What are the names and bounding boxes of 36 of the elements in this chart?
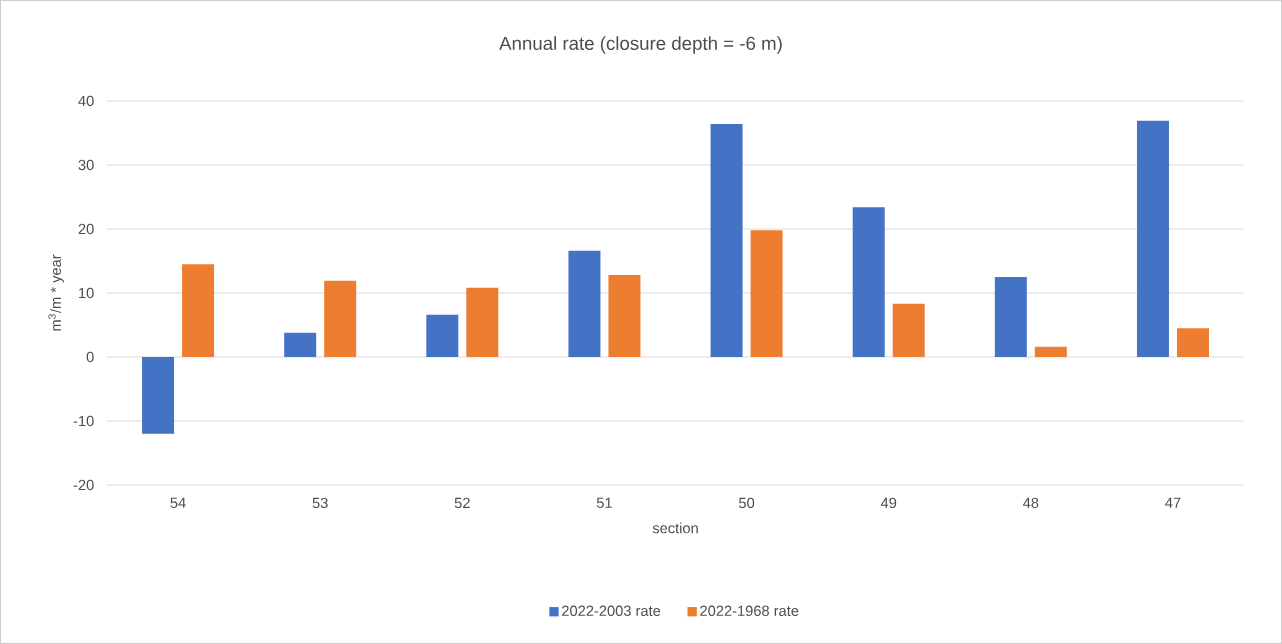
y-tick-label: -20 [73, 479, 94, 491]
bar [1136, 120, 1169, 357]
legend-label: 2022-2003 rate [562, 605, 661, 616]
bar [426, 314, 459, 357]
bar [710, 124, 743, 357]
bar [608, 275, 641, 357]
x-tick-label: 51 [596, 497, 612, 508]
x-tick-label: 49 [880, 497, 897, 509]
chart-title: Annual rate (closure depth = -6 m) [499, 36, 782, 54]
x-tick-label: 48 [1023, 497, 1039, 509]
x-tick-label: 53 [312, 497, 328, 509]
bar [994, 277, 1027, 357]
legend-label: 2022-1968 rate [700, 605, 799, 616]
bar [142, 357, 175, 434]
bar [466, 287, 499, 357]
y-tick-label: 30 [78, 159, 94, 171]
x-tick-label: 50 [739, 497, 755, 509]
bar [182, 264, 215, 357]
bar [1034, 346, 1067, 357]
bar [568, 250, 601, 357]
y-tick-label: -10 [73, 415, 94, 427]
bar [1176, 328, 1209, 357]
y-tick-label: 20 [78, 223, 94, 235]
x-tick-label: 54 [170, 497, 186, 508]
y-axis-title: m$^{3}$/m * year [48, 254, 64, 331]
bar [324, 280, 357, 357]
y-tick-label: 0 [86, 351, 94, 363]
x-tick-label: 47 [1165, 497, 1181, 508]
x-axis-title: section [652, 522, 698, 534]
y-tick-label: 40 [78, 95, 94, 107]
bar [892, 303, 925, 357]
bar [852, 207, 885, 357]
bar [750, 230, 783, 357]
y-tick-label: 10 [79, 287, 94, 299]
bar [284, 332, 317, 357]
x-tick-label: 52 [454, 497, 470, 509]
